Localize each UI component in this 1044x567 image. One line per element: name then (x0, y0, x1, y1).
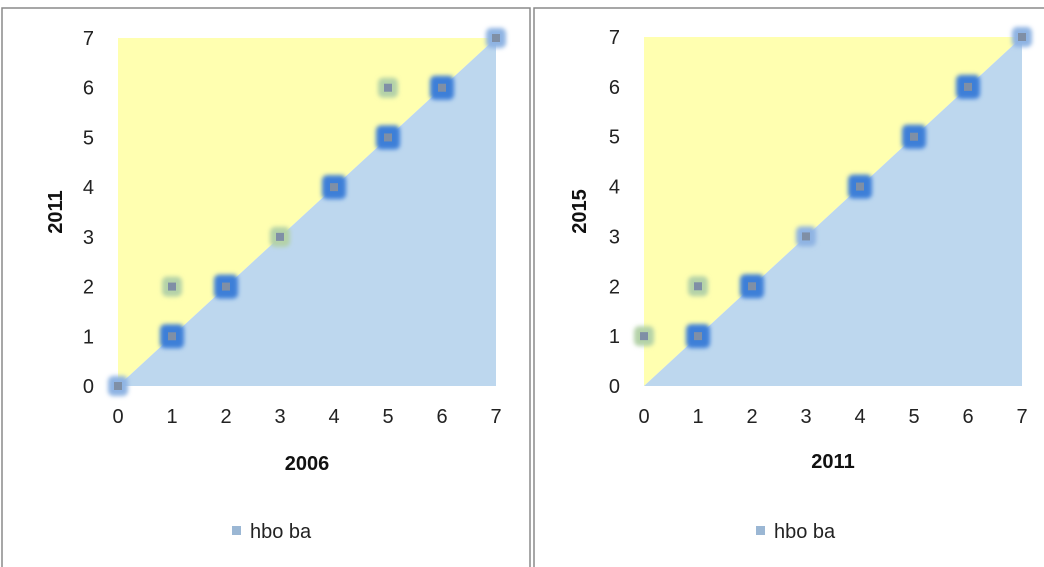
data-point-marker (694, 282, 702, 291)
y-tick-label: 1 (609, 326, 620, 348)
x-tick-label: 4 (328, 406, 339, 428)
data-point (956, 74, 980, 99)
data-point-marker (856, 182, 864, 191)
data-point (162, 276, 182, 297)
y-tick-label: 6 (609, 77, 620, 99)
x-tick-label: 7 (490, 406, 501, 428)
data-point (848, 174, 872, 199)
data-point-marker (910, 132, 918, 141)
lower-triangle-area (118, 38, 496, 386)
y-tick-label: 5 (83, 127, 94, 149)
y-axis-title: 2015 (569, 189, 591, 234)
x-axis-title: 2011 (811, 451, 854, 473)
x-tick-label: 1 (692, 406, 703, 428)
y-tick-label: 0 (83, 376, 94, 398)
x-tick-label: 5 (382, 406, 393, 428)
data-point-marker (802, 232, 810, 241)
data-point (430, 75, 454, 100)
data-point-marker (640, 332, 648, 341)
legend-marker (232, 526, 241, 535)
data-point (108, 376, 128, 396)
data-point-marker (694, 332, 702, 341)
data-point (214, 274, 238, 299)
legend-marker (756, 526, 765, 535)
x-tick-label: 2 (746, 406, 757, 428)
x-tick-label: 6 (436, 406, 447, 428)
data-point-marker (114, 382, 122, 390)
y-tick-label: 4 (83, 177, 94, 199)
y-tick-label: 1 (83, 326, 94, 348)
data-point (376, 125, 400, 150)
data-point-marker (168, 282, 176, 291)
y-tick-label: 5 (609, 127, 620, 149)
y-tick-label: 3 (83, 227, 94, 249)
data-point (160, 324, 184, 349)
data-point-marker (330, 183, 338, 192)
data-point (902, 124, 926, 149)
data-point (378, 77, 398, 98)
data-point (270, 226, 290, 247)
data-point (688, 276, 708, 297)
x-tick-label: 1 (166, 406, 177, 428)
y-tick-label: 3 (609, 226, 620, 248)
data-point-marker (1018, 33, 1026, 41)
data-point-marker (384, 83, 392, 92)
x-tick-label: 0 (112, 406, 123, 428)
data-point-marker (748, 282, 756, 291)
legend-label: hbo ba (774, 521, 836, 543)
x-axis-title: 2006 (285, 453, 330, 475)
x-tick-label: 3 (274, 406, 285, 428)
data-point-marker (168, 332, 176, 341)
data-point (322, 175, 346, 200)
y-tick-label: 4 (609, 177, 620, 199)
data-point-marker (276, 232, 284, 241)
data-point (486, 28, 506, 48)
y-tick-label: 6 (83, 78, 94, 100)
y-axis-title: 2011 (45, 190, 67, 233)
data-point (1012, 27, 1032, 47)
x-tick-label: 5 (908, 406, 919, 428)
legend-label: hbo ba (250, 521, 312, 543)
x-tick-label: 3 (800, 406, 811, 428)
chart-panel-1: 0 1 2 3 4 5 6 7 0 1 2 3 4 5 6 7 2006 2011 hbo ba (1, 7, 531, 567)
data-point (634, 326, 654, 347)
chart-panel-2: 0 1 2 3 4 5 6 7 0 1 2 3 4 5 6 7 2011 2015 hbo ba (533, 7, 1044, 567)
x-tick-label: 0 (638, 406, 649, 428)
x-tick-label: 7 (1016, 406, 1027, 428)
data-point-marker (492, 34, 500, 42)
data-point (686, 324, 710, 349)
lower-triangle-area (644, 37, 1022, 386)
legend: hbo ba (756, 521, 836, 543)
data-point-marker (964, 82, 972, 91)
y-tick-label: 2 (609, 276, 620, 298)
data-point-marker (384, 133, 392, 142)
x-tick-label: 2 (220, 406, 231, 428)
data-point (796, 226, 816, 247)
y-tick-label: 0 (609, 376, 620, 398)
y-tick-label: 2 (83, 277, 94, 299)
data-point (740, 274, 764, 299)
y-tick-label: 7 (609, 27, 620, 49)
data-point-marker (438, 83, 446, 92)
legend: hbo ba (232, 521, 312, 543)
y-tick-label: 7 (83, 28, 94, 50)
data-point-marker (222, 282, 230, 291)
x-tick-label: 4 (854, 406, 865, 428)
x-tick-label: 6 (962, 406, 973, 428)
